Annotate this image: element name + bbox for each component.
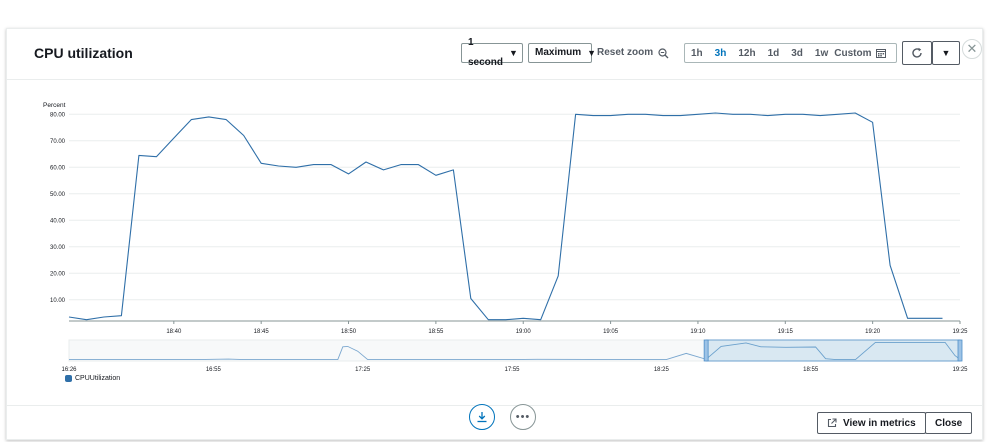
custom-range-button[interactable]: Custom xyxy=(834,47,886,59)
x-tick-label: 19:00 xyxy=(516,329,532,335)
y-tick-label: 70.00 xyxy=(50,139,66,145)
y-tick-label: 50.00 xyxy=(50,192,66,198)
y-tick-label: 30.00 xyxy=(50,245,66,251)
calendar-icon xyxy=(875,49,886,58)
x-tick-label: 18:50 xyxy=(341,329,357,335)
time-range-3h[interactable]: 3h xyxy=(714,47,727,59)
time-range-1d[interactable]: 1d xyxy=(767,47,780,59)
legend-swatch xyxy=(65,375,72,382)
caret-down-icon: ▼ xyxy=(509,48,518,58)
zoom-icon xyxy=(658,47,669,58)
y-tick-label: 60.00 xyxy=(50,165,66,171)
statistic-select-value: Maximum xyxy=(535,47,582,58)
x-tick-label: 19:15 xyxy=(778,329,794,335)
refresh-button[interactable] xyxy=(902,41,932,65)
custom-range-label: Custom xyxy=(834,47,872,59)
refresh-options-button[interactable]: ▼ xyxy=(932,41,960,65)
navigator-line xyxy=(69,341,961,361)
cpu-utilization-chart[interactable]: Percent 10.00 20.00 30.00 40.00 50.00 60.00 70.… xyxy=(7,79,982,379)
reset-zoom-label: Reset zoom xyxy=(597,47,654,58)
cpu-utilization-line xyxy=(68,112,943,321)
y-axis-label: Percent xyxy=(43,102,66,109)
navigator-handle-left xyxy=(703,339,709,362)
time-range-1w[interactable]: 1w xyxy=(814,47,829,59)
close-button-label: Close xyxy=(935,417,963,429)
x-tick-label: 18:45 xyxy=(254,329,270,335)
dialog-footer: ••• View in metrics Close xyxy=(7,404,982,440)
navigator-tick-label: 17:55 xyxy=(505,367,521,373)
navigator-tick-label: 18:55 xyxy=(803,367,819,373)
y-tick-label: 20.00 xyxy=(50,271,66,277)
close-x-icon: ✕ xyxy=(966,41,978,56)
y-tick-label: 40.00 xyxy=(50,218,66,224)
x-tick-label: 18:55 xyxy=(428,329,444,335)
x-tick-label: 19:20 xyxy=(865,329,881,335)
more-actions-button[interactable]: ••• xyxy=(510,404,536,430)
download-icon xyxy=(477,412,487,423)
more-icon: ••• xyxy=(515,411,531,423)
chart-legend[interactable]: CPUUtilization xyxy=(65,375,120,382)
period-select-value: 1 second xyxy=(468,37,504,68)
refresh-icon xyxy=(912,47,922,58)
x-tick-label: 19:25 xyxy=(952,329,968,335)
caret-down-icon: ▼ xyxy=(941,48,951,58)
navigator-tick-label: 16:26 xyxy=(61,367,77,373)
navigator-tick-label: 17:25 xyxy=(355,367,371,373)
caret-down-icon: ▼ xyxy=(587,48,597,58)
navigator-tick-label: 19:25 xyxy=(952,367,968,373)
x-tick-label: 19:05 xyxy=(603,329,619,335)
y-tick-label: 80.00 xyxy=(50,112,66,118)
external-link-icon xyxy=(827,418,837,428)
statistic-select[interactable]: Maximum ▼ xyxy=(528,43,596,63)
close-dialog-button[interactable]: ✕ xyxy=(962,39,982,59)
period-select[interactable]: 1 second ▼ xyxy=(461,37,523,68)
time-range-1h[interactable]: 1h xyxy=(691,47,703,59)
navigator-tick-label: 18:25 xyxy=(654,367,670,373)
dialog-title: CPU utilization xyxy=(34,45,133,61)
reset-zoom-button[interactable]: Reset zoom xyxy=(597,43,669,63)
y-tick-label: 10.00 xyxy=(50,298,66,304)
time-range-12h[interactable]: 12h xyxy=(738,47,756,59)
legend-series-label: CPUUtilization xyxy=(75,375,121,382)
view-in-metrics-label: View in metrics xyxy=(843,417,916,429)
time-range-selector: 1h 3h 12h 1d 3d 1w Custom xyxy=(684,43,897,63)
view-in-metrics-button[interactable]: View in metrics xyxy=(817,412,926,434)
x-tick-label: 19:10 xyxy=(690,329,706,335)
x-tick-label: 18:40 xyxy=(166,329,182,335)
cpu-utilization-dialog: CPU utilization 1 second ▼ Maximum ▼ Res… xyxy=(6,28,983,440)
dialog-header: CPU utilization 1 second ▼ Maximum ▼ Res… xyxy=(7,29,982,80)
time-range-3d[interactable]: 3d xyxy=(791,47,803,59)
navigator-selection xyxy=(705,339,961,362)
navigator-tick-label: 16:55 xyxy=(206,367,222,373)
close-button[interactable]: Close xyxy=(925,412,973,434)
navigator-handle-right xyxy=(957,339,963,362)
download-button[interactable] xyxy=(469,404,495,430)
